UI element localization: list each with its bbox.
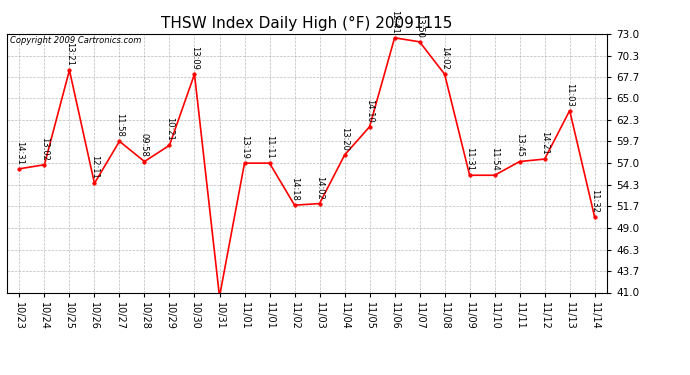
Text: 13:20: 13:20	[340, 127, 349, 151]
Text: 11:11: 11:11	[265, 135, 274, 159]
Text: Copyright 2009 Cartronics.com: Copyright 2009 Cartronics.com	[10, 36, 141, 45]
Text: 13:09: 13:09	[190, 46, 199, 70]
Text: 12:11: 12:11	[90, 155, 99, 179]
Text: 13:21: 13:21	[65, 42, 74, 66]
Text: 12:41: 12:41	[390, 10, 399, 34]
Text: 14:10: 14:10	[365, 99, 374, 123]
Text: 13:50: 13:50	[415, 14, 424, 38]
Text: 09:58: 09:58	[140, 134, 149, 158]
Text: 11:32: 11:32	[590, 189, 599, 213]
Text: 14:02: 14:02	[440, 46, 449, 70]
Text: 10:21: 10:21	[165, 117, 174, 141]
Text: 11:03: 11:03	[565, 82, 574, 106]
Text: 14:31: 14:31	[15, 141, 24, 165]
Text: 14:18: 14:18	[290, 177, 299, 201]
Text: 00:34: 00:34	[0, 374, 1, 375]
Text: 14:02: 14:02	[315, 176, 324, 200]
Text: 13:45: 13:45	[515, 134, 524, 158]
Title: THSW Index Daily High (°F) 20091115: THSW Index Daily High (°F) 20091115	[161, 16, 453, 31]
Text: 13:02: 13:02	[40, 137, 49, 160]
Text: 14:21: 14:21	[540, 131, 549, 155]
Text: 13:19: 13:19	[240, 135, 249, 159]
Text: 11:31: 11:31	[465, 147, 474, 171]
Text: 11:54: 11:54	[490, 147, 499, 171]
Text: 11:58: 11:58	[115, 113, 124, 137]
